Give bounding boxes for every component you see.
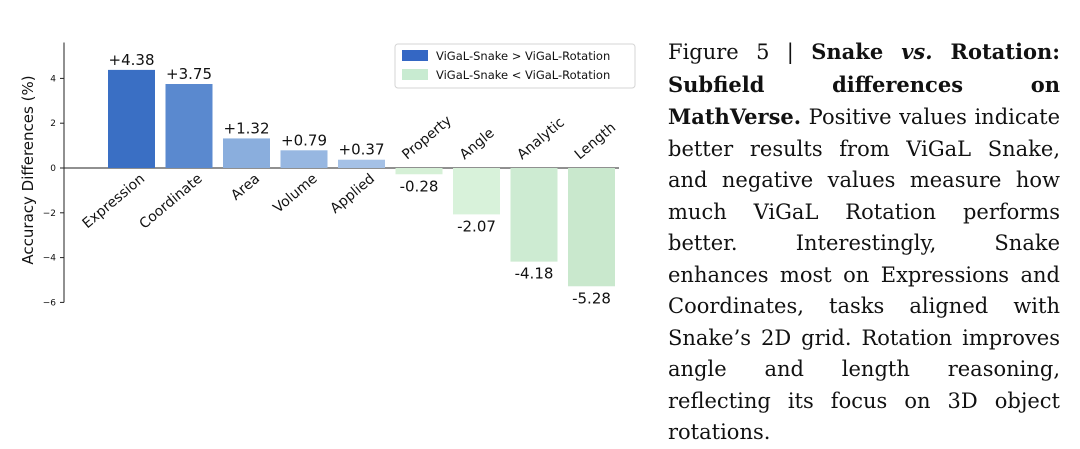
- bar-property: [395, 168, 443, 175]
- category-label: Property: [399, 113, 455, 163]
- category-label: Analytic: [514, 115, 567, 163]
- category-label: Volume: [270, 171, 320, 217]
- bar-analytic: [510, 168, 558, 262]
- bar-applied: [338, 159, 385, 168]
- legend-swatch: [402, 50, 428, 61]
- value-label: +0.79: [281, 131, 327, 149]
- bar-angle: [453, 168, 500, 215]
- caption-body: Positive values indicate better results …: [668, 105, 1060, 444]
- figure-label: Figure 5 |: [668, 40, 812, 64]
- category-label: Angle: [457, 125, 498, 163]
- category-label: Applied: [327, 171, 378, 217]
- y-tick-label: 0: [50, 164, 56, 174]
- value-label: -5.28: [572, 289, 611, 307]
- value-label: -0.28: [400, 177, 439, 195]
- y-tick-label: 4: [50, 74, 56, 84]
- y-axis-label: Accuracy Differences (%): [19, 75, 37, 264]
- bar-length: [568, 168, 615, 287]
- legend-label: ViGaL-Snake < ViGaL-Rotation: [436, 68, 610, 82]
- y-tick-label: −6: [43, 298, 57, 308]
- bar-expression: [108, 69, 155, 168]
- bar-coordinate: [165, 84, 213, 168]
- category-label: Length: [572, 120, 619, 163]
- caption-title: Snake vs. Rotation: Subfield differences…: [668, 39, 1060, 129]
- y-tick-label: −4: [43, 254, 57, 264]
- bar-volume: [280, 150, 328, 168]
- chart-bars: [108, 69, 615, 287]
- value-label: +0.37: [339, 141, 385, 159]
- value-label: +4.38: [109, 51, 155, 69]
- chart-legend: ViGaL-Snake > ViGaL-Rotation ViGaL-Snake …: [394, 43, 636, 89]
- legend-swatch: [402, 69, 428, 80]
- figure-caption: Figure 5 | Snake vs. Rotation: Subfield …: [668, 36, 1060, 449]
- y-tick-label: −2: [43, 209, 56, 219]
- legend-label: ViGaL-Snake > ViGaL-Rotation: [436, 49, 610, 63]
- value-label: +3.75: [166, 65, 212, 83]
- y-tick-label: 2: [50, 119, 56, 129]
- value-label: -2.07: [457, 217, 496, 235]
- value-label: +1.32: [224, 119, 270, 137]
- bar-area: [223, 138, 270, 168]
- legend-box: [394, 43, 636, 89]
- category-label: Area: [228, 171, 263, 204]
- value-label: -4.18: [515, 265, 554, 283]
- category-label: Coordinate: [136, 171, 205, 233]
